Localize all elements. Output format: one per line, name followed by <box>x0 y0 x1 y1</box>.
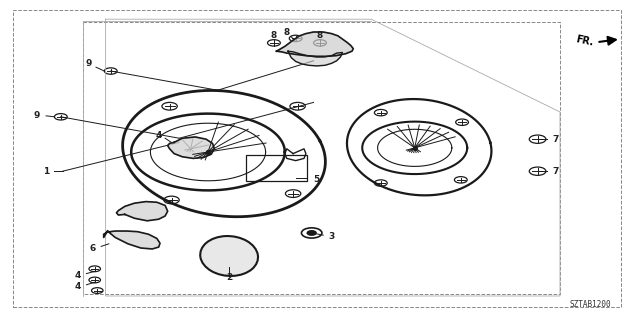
Text: FR.: FR. <box>574 34 594 48</box>
Text: 4: 4 <box>75 271 81 280</box>
Circle shape <box>307 231 316 235</box>
Text: 3: 3 <box>328 232 335 241</box>
Text: 8: 8 <box>317 31 323 40</box>
Bar <box>246 155 307 181</box>
Text: 4: 4 <box>156 131 162 140</box>
Text: 7: 7 <box>552 135 559 144</box>
Text: 7: 7 <box>552 167 559 176</box>
Polygon shape <box>104 231 160 249</box>
Polygon shape <box>168 137 214 158</box>
Text: 9: 9 <box>34 111 40 120</box>
Polygon shape <box>116 202 168 221</box>
Text: 8: 8 <box>284 28 290 37</box>
Text: 4: 4 <box>75 282 81 291</box>
Text: 9: 9 <box>85 60 92 68</box>
Polygon shape <box>276 32 353 56</box>
Text: 8: 8 <box>271 31 277 40</box>
Text: 6: 6 <box>90 244 96 253</box>
Ellipse shape <box>200 236 258 276</box>
Polygon shape <box>288 51 342 66</box>
Text: 2: 2 <box>226 273 232 282</box>
Text: SZTAB1200: SZTAB1200 <box>570 300 611 309</box>
Text: 1: 1 <box>43 167 49 176</box>
Text: 5: 5 <box>314 175 320 184</box>
